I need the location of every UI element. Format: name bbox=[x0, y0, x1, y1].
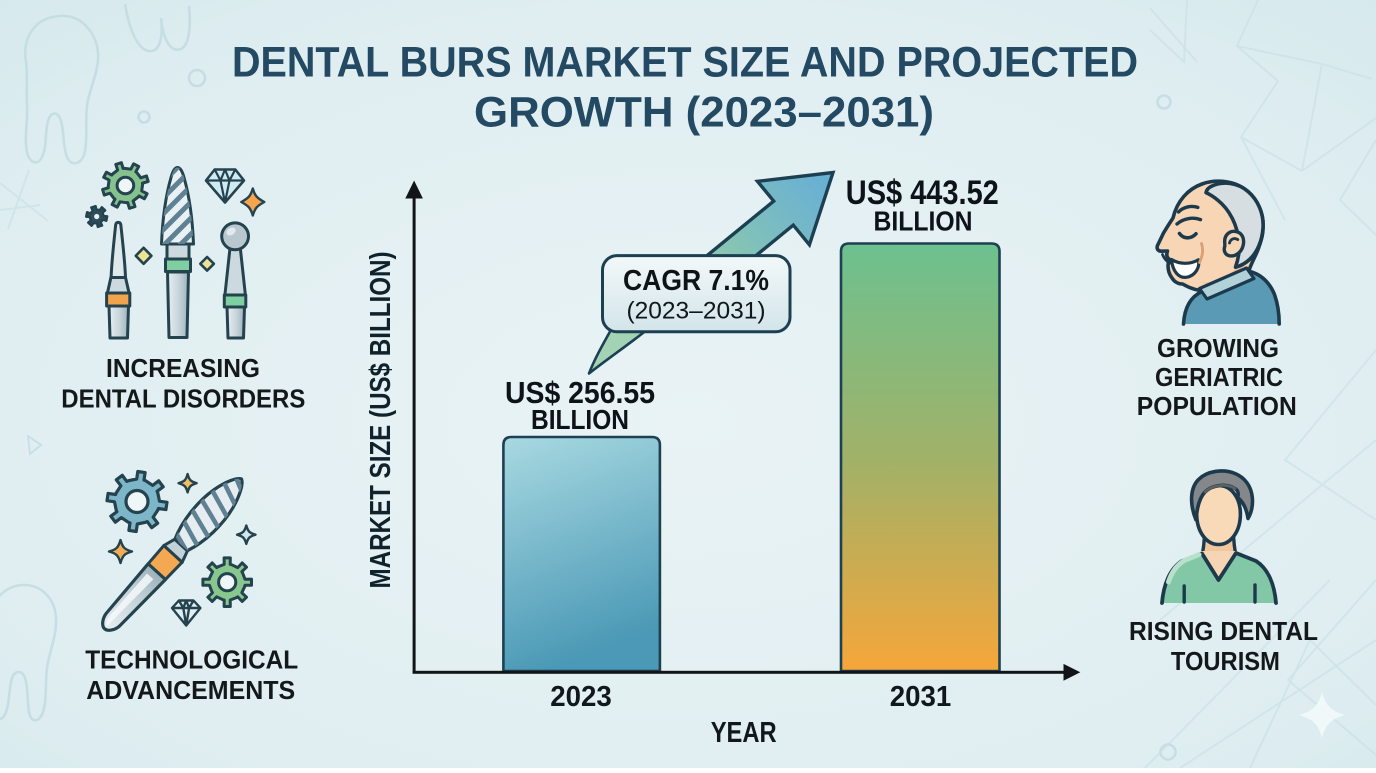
svg-text:TECHNOLOGICAL: TECHNOLOGICAL bbox=[85, 645, 298, 675]
svg-text:DENTAL BURS MARKET SIZE AND PR: DENTAL BURS MARKET SIZE AND PROJECTED bbox=[232, 39, 1138, 87]
svg-text:INCREASING: INCREASING bbox=[106, 353, 260, 383]
svg-text:US$ 256.55: US$ 256.55 bbox=[505, 375, 655, 410]
svg-text:RISING DENTAL: RISING DENTAL bbox=[1129, 616, 1318, 646]
svg-text:BILLION: BILLION bbox=[531, 404, 629, 435]
svg-text:GROWING: GROWING bbox=[1157, 333, 1279, 363]
svg-text:TOURISM: TOURISM bbox=[1171, 646, 1280, 676]
svg-text:CAGR 7.1%: CAGR 7.1% bbox=[623, 265, 769, 297]
svg-text:YEAR: YEAR bbox=[711, 717, 777, 749]
svg-text:BILLION: BILLION bbox=[874, 206, 973, 237]
svg-text:2023: 2023 bbox=[550, 681, 612, 713]
svg-text:(2023–2031): (2023–2031) bbox=[627, 298, 766, 325]
svg-text:MARKET SIZE (US$ BILLION): MARKET SIZE (US$ BILLION) bbox=[365, 252, 397, 589]
svg-text:US$ 443.52: US$ 443.52 bbox=[846, 174, 999, 212]
svg-text:GERIATRIC: GERIATRIC bbox=[1155, 362, 1283, 392]
svg-text:POPULATION: POPULATION bbox=[1137, 391, 1297, 421]
svg-text:GROWTH (2023–2031): GROWTH (2023–2031) bbox=[474, 89, 934, 137]
svg-text:2031: 2031 bbox=[890, 681, 952, 713]
svg-text:ADVANCEMENTS: ADVANCEMENTS bbox=[86, 675, 295, 705]
svg-text:DENTAL DISORDERS: DENTAL DISORDERS bbox=[61, 384, 305, 414]
